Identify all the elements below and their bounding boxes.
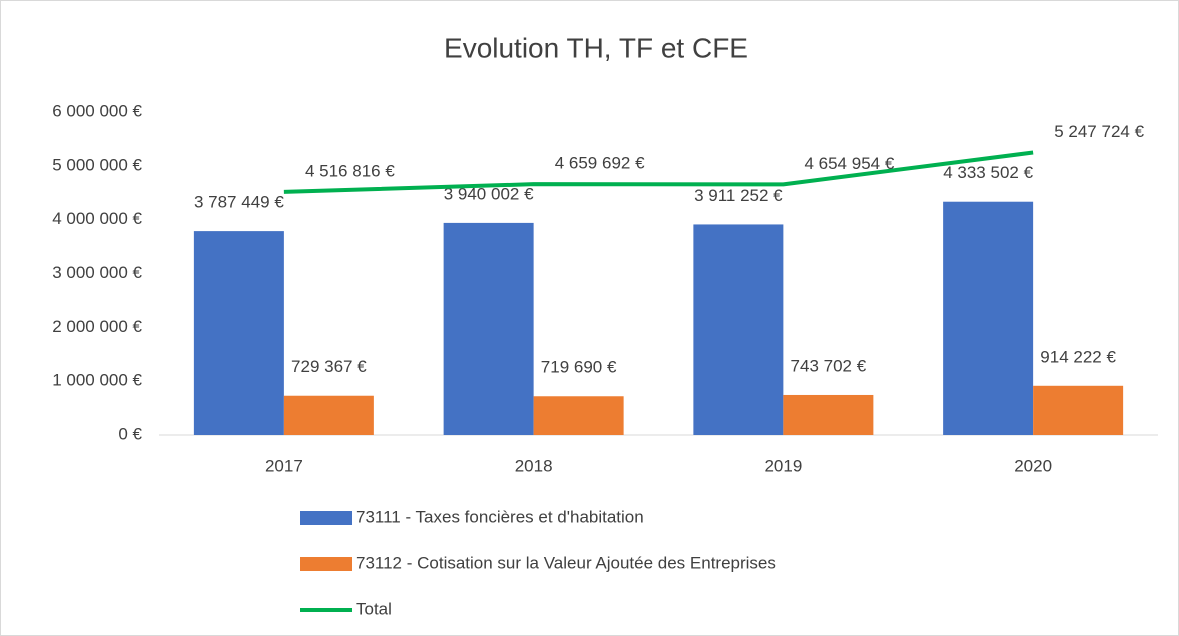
bar [443, 222, 534, 435]
y-tick-label: 2 000 000 € [52, 317, 142, 336]
data-label: 743 702 € [791, 356, 867, 375]
data-label: 4 516 816 € [305, 161, 395, 180]
y-tick-label: 4 000 000 € [52, 209, 142, 228]
data-label: 914 222 € [1040, 347, 1116, 366]
data-label: 4 659 692 € [555, 154, 645, 173]
data-label: 4 654 954 € [804, 154, 894, 173]
data-label: 3 787 449 € [194, 193, 284, 212]
data-label: 3 911 252 € [694, 186, 783, 205]
y-tick-label: 5 000 000 € [52, 155, 142, 174]
bar [193, 231, 284, 435]
data-label: 3 940 002 € [444, 184, 534, 203]
x-tick-label: 2019 [764, 456, 802, 475]
data-label: 4 333 502 € [943, 163, 1033, 182]
x-tick-label: 2018 [515, 456, 553, 475]
y-tick-label: 6 000 000 € [52, 101, 142, 120]
legend-label: 73111 - Taxes foncières et d'habitation [356, 507, 644, 526]
bar [533, 396, 624, 435]
bar [783, 394, 874, 435]
y-tick-label: 3 000 000 € [52, 263, 142, 282]
legend-label: 73112 - Cotisation sur la Valeur Ajoutée… [356, 553, 776, 572]
bar [1033, 385, 1124, 435]
bar [943, 201, 1034, 435]
data-label: 729 367 € [291, 357, 367, 376]
data-label: 719 690 € [541, 358, 617, 377]
y-tick-label: 0 € [118, 424, 142, 443]
bar [283, 395, 374, 435]
y-tick-label: 1 000 000 € [52, 371, 142, 390]
total-line [283, 150, 1034, 194]
x-tick-label: 2017 [265, 456, 303, 475]
legend-swatch [300, 511, 352, 525]
legend-label: Total [356, 599, 392, 618]
x-tick-label: 2020 [1014, 456, 1052, 475]
data-label: 5 247 724 € [1054, 122, 1144, 141]
chart-title: Evolution TH, TF et CFE [444, 32, 748, 63]
legend-swatch [300, 557, 352, 571]
bar [693, 224, 784, 435]
